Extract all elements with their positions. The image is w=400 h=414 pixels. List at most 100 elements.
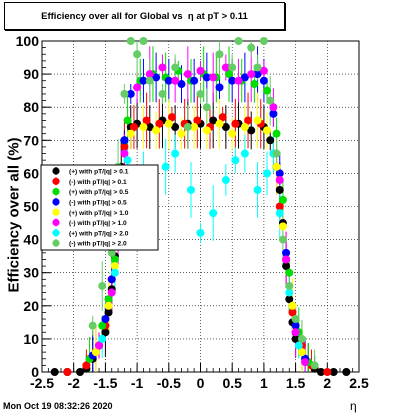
x-tick-label: 2.5 <box>349 375 369 391</box>
data-point <box>120 149 129 158</box>
legend-entry-label: (-) with pT/|q| > 2.0 <box>69 241 127 248</box>
data-point <box>228 63 237 72</box>
data-point <box>171 149 180 158</box>
data-point <box>253 70 262 79</box>
data-point <box>240 73 249 82</box>
data-point <box>259 37 268 45</box>
y-tick-label: 20 <box>23 298 39 314</box>
data-point <box>231 119 240 128</box>
data-point <box>177 80 186 89</box>
data-point <box>291 315 300 324</box>
x-tick-label: 0 <box>197 375 205 391</box>
data-point <box>247 126 256 135</box>
legend-box <box>40 164 159 251</box>
data-point <box>247 70 256 79</box>
chart-title: Efficiency over all for Global vs η at p… <box>4 2 285 30</box>
data-point <box>126 37 135 45</box>
data-point <box>171 76 180 85</box>
data-point <box>263 169 272 178</box>
data-point <box>209 73 218 82</box>
data-point <box>123 156 132 165</box>
data-point <box>275 202 284 211</box>
data-point <box>310 361 319 370</box>
data-point <box>202 73 211 82</box>
data-point <box>275 169 284 178</box>
data-point <box>294 341 303 350</box>
timestamp: Mon Oct 19 08:32:26 2020 <box>3 401 113 411</box>
y-tick-label: 60 <box>23 165 39 181</box>
data-point <box>301 358 310 367</box>
data-point <box>139 123 148 132</box>
data-point <box>269 103 278 112</box>
data-point <box>126 129 135 138</box>
x-tick-label: -1.5 <box>93 375 117 391</box>
data-point <box>107 248 116 257</box>
data-point <box>247 43 256 52</box>
y-tick-label: 0 <box>31 364 39 380</box>
data-point <box>285 288 294 297</box>
data-point <box>161 162 170 171</box>
data-point <box>240 149 249 158</box>
data-point <box>253 63 262 72</box>
x-tick-label: -0.5 <box>157 375 181 391</box>
y-axis-label: Efficiency over all (%) <box>5 137 23 293</box>
y-tick-label: 90 <box>23 66 39 82</box>
data-point <box>228 129 237 138</box>
data-point <box>316 368 325 376</box>
data-point <box>297 348 306 357</box>
y-tick-label: 40 <box>23 232 39 248</box>
data-point <box>269 109 278 118</box>
data-point <box>291 334 300 343</box>
data-point <box>221 176 230 185</box>
data-point <box>104 301 113 310</box>
data-point <box>101 328 110 337</box>
data-point <box>259 76 268 85</box>
data-point <box>231 156 240 165</box>
data-point <box>133 50 142 59</box>
data-point <box>297 334 306 343</box>
data-point <box>263 126 272 135</box>
x-tick-label: 1.5 <box>286 375 306 391</box>
data-point <box>164 76 173 85</box>
data-point <box>275 209 284 218</box>
data-point <box>291 321 300 330</box>
y-tick-label: 30 <box>23 265 39 281</box>
data-point <box>272 129 281 138</box>
data-point <box>215 50 224 59</box>
data-point <box>110 262 119 271</box>
data-point <box>88 321 97 330</box>
data-point <box>285 281 294 290</box>
data-point <box>120 89 129 98</box>
y-tick-label: 80 <box>23 99 39 115</box>
data-point <box>152 73 161 82</box>
axis-ticks <box>41 40 360 373</box>
data-point <box>158 63 167 72</box>
data-point <box>110 268 119 277</box>
data-point <box>167 113 176 122</box>
legend-entry-label: (-) with pT/|q| > 0.5 <box>69 200 127 207</box>
data-point <box>190 123 199 132</box>
data-point <box>202 126 211 135</box>
data-point <box>202 103 211 112</box>
data-point <box>98 321 107 330</box>
data-point <box>329 368 338 376</box>
data-point <box>266 96 275 105</box>
data-point <box>278 195 287 204</box>
data-point <box>91 348 100 357</box>
data-point <box>158 89 167 98</box>
legend-entry-label: (+) with pT/|q| > 1.0 <box>69 210 129 217</box>
y-tick-label: 10 <box>23 331 39 347</box>
data-point <box>285 295 294 304</box>
data-point <box>133 83 142 92</box>
legend-entry-label: (-) with pT/|q| > 0.1 <box>69 179 127 186</box>
data-point <box>120 142 129 151</box>
data-point <box>186 185 195 194</box>
data-point <box>275 185 284 194</box>
data-point <box>107 275 116 284</box>
data-point <box>129 123 138 132</box>
x-tick-label: -2 <box>67 375 80 391</box>
data-point <box>342 368 351 376</box>
data-point <box>263 86 272 95</box>
y-tick-label: 50 <box>23 199 39 215</box>
data-point <box>139 76 148 85</box>
